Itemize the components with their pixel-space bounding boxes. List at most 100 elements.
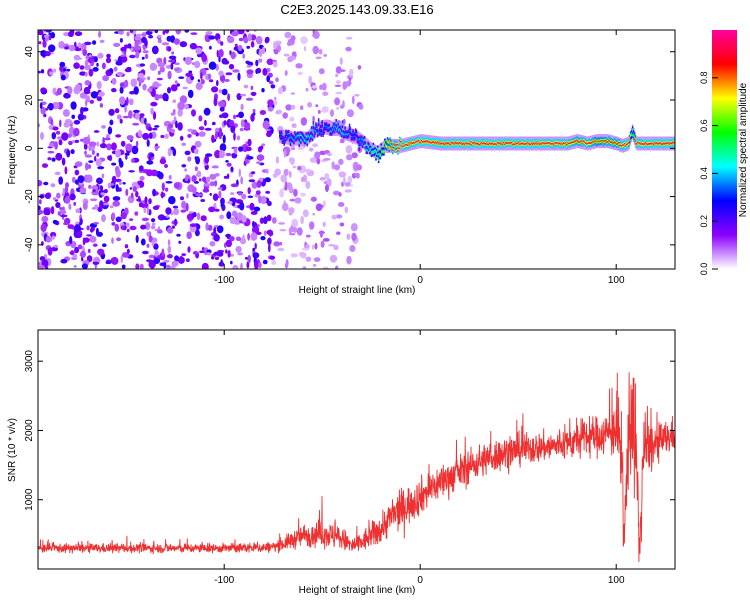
trace-core <box>639 143 642 145</box>
trace-core <box>493 143 495 145</box>
noise-blob <box>255 231 262 235</box>
trace-core <box>292 138 294 140</box>
trace-core <box>501 142 503 145</box>
noise-blob <box>102 202 110 206</box>
noise-blob <box>161 182 165 191</box>
noise-blob <box>111 222 116 226</box>
trace-core <box>485 143 487 145</box>
noise-blob <box>167 46 172 52</box>
noise-blob <box>255 68 259 74</box>
trace-core <box>373 151 375 153</box>
trace-core <box>388 147 390 149</box>
noise-blob <box>83 143 88 150</box>
noise-blob <box>92 261 100 265</box>
noise-blob <box>218 70 224 77</box>
noise-blob <box>273 41 277 50</box>
trace-core <box>480 143 482 145</box>
trace-halo <box>322 119 325 134</box>
trace-core <box>371 151 374 154</box>
trace-core <box>345 133 347 136</box>
noise-blob <box>201 176 207 183</box>
trace-core <box>329 131 331 133</box>
trace-core <box>555 141 557 144</box>
trace-core <box>280 135 282 137</box>
trace-core <box>376 152 378 154</box>
noise-blob <box>256 180 262 188</box>
trace-core <box>410 142 412 145</box>
trace-core <box>610 141 613 144</box>
noise-blob <box>121 252 130 258</box>
noise-blob <box>221 113 227 116</box>
trace-core <box>459 142 461 144</box>
noise-blob <box>129 54 136 59</box>
noise-blob <box>56 87 63 96</box>
trace-core <box>335 122 337 124</box>
noise-blob <box>93 130 100 133</box>
noise-blob <box>187 246 191 253</box>
trace-core <box>591 141 593 144</box>
noise-blob <box>81 107 89 112</box>
noise-blob <box>238 37 244 42</box>
trace-core <box>414 142 416 145</box>
noise-blob <box>201 53 208 63</box>
noise-blob <box>92 40 97 45</box>
trace-core <box>416 140 419 143</box>
noise-blob <box>218 89 223 94</box>
noise-blob <box>191 175 197 183</box>
noise-blob <box>198 131 206 137</box>
trace-core <box>660 142 662 144</box>
noise-blob <box>40 223 47 232</box>
noise-blob <box>96 152 99 157</box>
noise-blob <box>341 181 344 187</box>
trace-core <box>549 143 552 145</box>
noise-blob <box>53 197 57 201</box>
noise-blob <box>289 170 292 178</box>
noise-blob <box>134 35 142 41</box>
noise-blob <box>40 106 46 115</box>
noise-blob <box>312 263 317 267</box>
noise-blob <box>112 200 120 207</box>
noise-blob <box>279 241 283 246</box>
trace-core <box>564 142 567 144</box>
trace-core <box>382 150 384 153</box>
noise-blob <box>129 225 137 231</box>
noise-blob <box>79 71 87 76</box>
noise-blob <box>187 133 192 138</box>
trace-core <box>646 143 649 146</box>
noise-blob <box>74 169 80 176</box>
noise-blob <box>102 75 109 82</box>
noise-blob <box>99 200 104 209</box>
trace-core <box>577 140 579 142</box>
noise-blob <box>274 96 277 101</box>
noise-blob <box>116 188 122 192</box>
noise-blob <box>230 51 236 60</box>
noise-blob <box>209 241 216 247</box>
noise-blob <box>200 199 206 202</box>
noise-blob <box>174 67 180 72</box>
noise-blob <box>305 87 309 92</box>
noise-blob <box>250 210 258 215</box>
trace-core <box>564 142 566 145</box>
noise-blob <box>85 99 88 107</box>
noise-blob <box>171 260 179 267</box>
trace-core <box>461 143 464 146</box>
noise-blob <box>79 92 88 99</box>
snr-y-axis-label: SNR (10 * v/v) <box>7 418 18 482</box>
noise-blob <box>350 223 358 232</box>
noise-blob <box>260 236 266 241</box>
noise-blob <box>107 126 113 135</box>
noise-blob <box>39 199 42 205</box>
noise-blob <box>241 215 247 223</box>
noise-blob <box>170 112 176 116</box>
noise-blob <box>270 84 276 89</box>
noise-blob <box>300 117 308 126</box>
colorbar-tick-label: 0.0 <box>699 263 709 276</box>
noise-blob <box>156 77 163 81</box>
trace-core <box>566 143 569 146</box>
trace-core <box>579 140 582 143</box>
noise-blob <box>164 30 170 34</box>
trace-core <box>306 141 308 144</box>
trace-core <box>572 141 575 143</box>
trace-core <box>438 141 441 144</box>
trace-core <box>311 136 314 139</box>
